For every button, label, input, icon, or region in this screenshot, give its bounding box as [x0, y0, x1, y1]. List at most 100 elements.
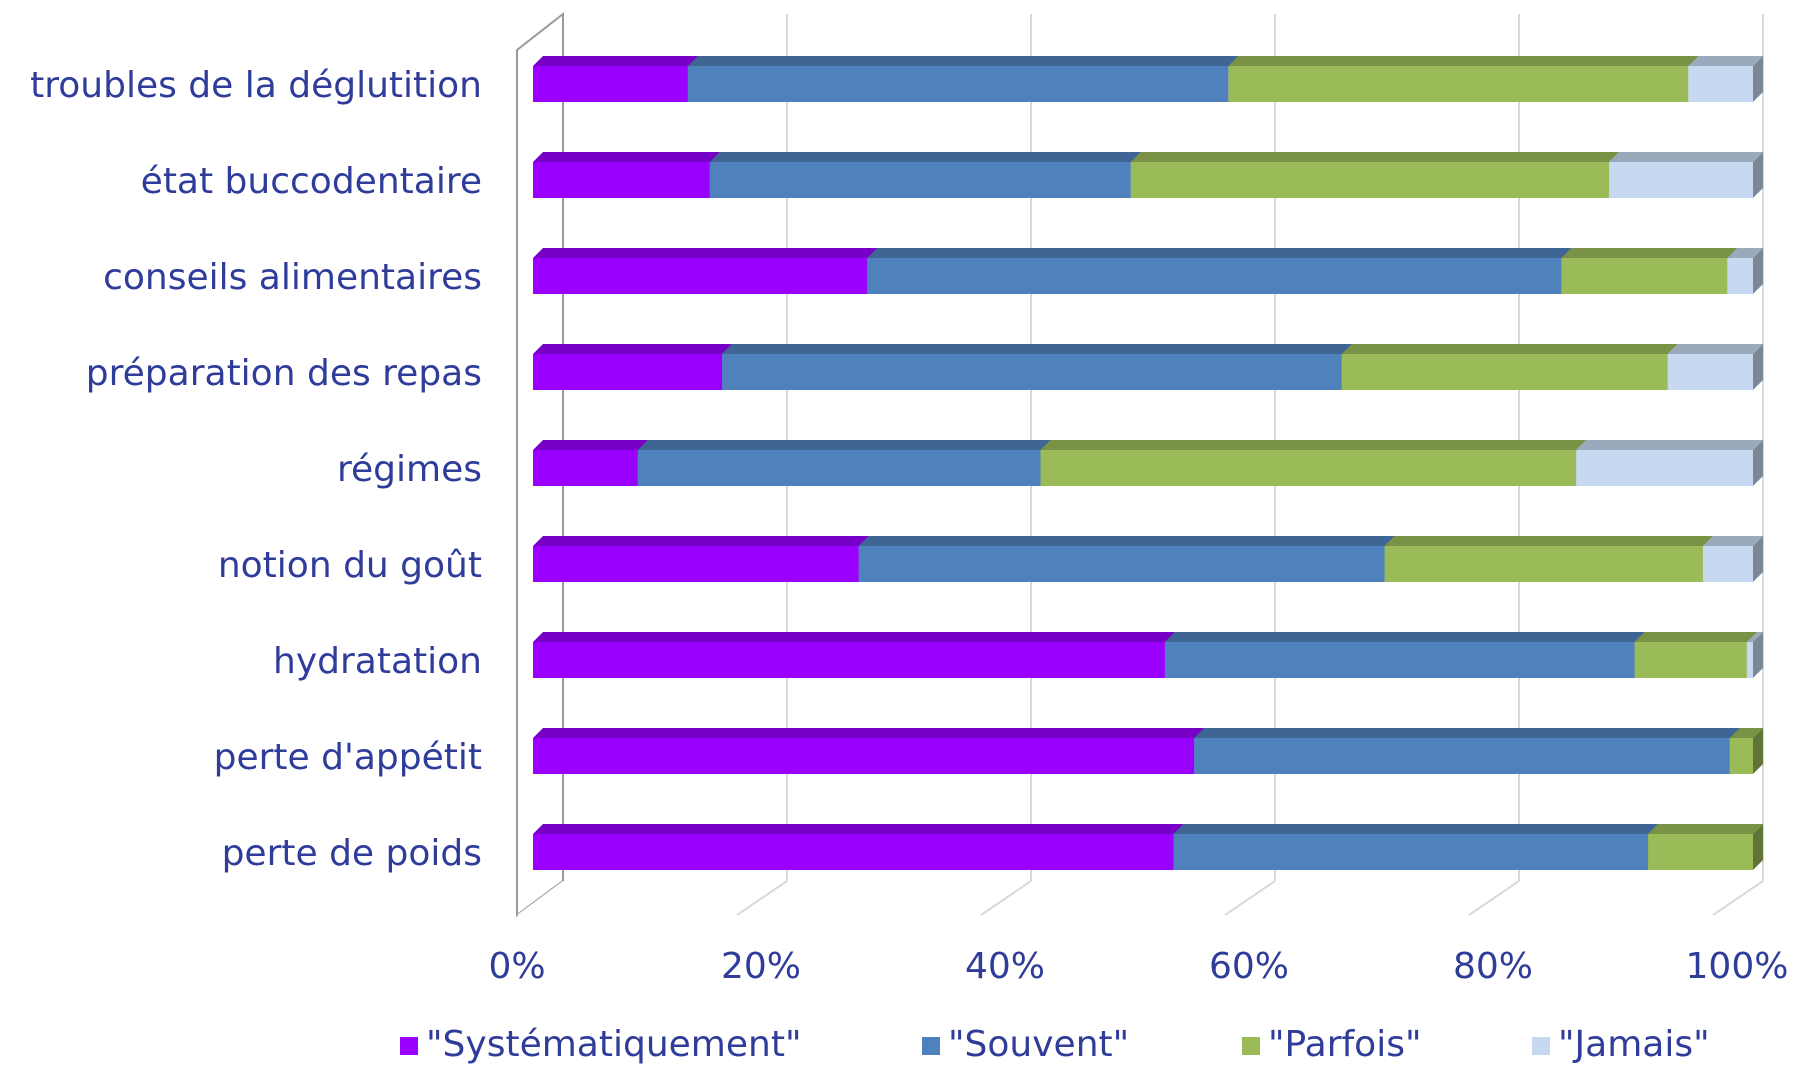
bar-segment: [1341, 354, 1668, 390]
bar-top-face: [1648, 824, 1763, 834]
bar-segment: [533, 546, 859, 582]
bar-row: [533, 344, 1763, 390]
bar-segment: [533, 354, 723, 390]
legend: "Systématiquement" "Souvent" "Parfois" "Jam…: [400, 1024, 1710, 1065]
bar-segment: [858, 546, 1385, 582]
bar-segment: [1688, 66, 1753, 102]
bar-segment: [1561, 258, 1728, 294]
bar-top-face: [533, 248, 878, 258]
bar-segment: [533, 834, 1174, 870]
category-labels: troubles de la déglutition état buccodent…: [30, 65, 482, 874]
bar-top-face: [858, 536, 1395, 546]
bar-row: [533, 440, 1763, 486]
category-label: perte de poids: [222, 833, 482, 874]
bar-top-face: [533, 56, 698, 66]
bar-segment: [637, 450, 1041, 486]
bar-row: [533, 248, 1763, 294]
category-label: préparation des repas: [86, 353, 482, 394]
bar-top-face: [687, 56, 1239, 66]
bar-segment: [1576, 450, 1753, 486]
bar-top-face: [722, 344, 1352, 354]
legend-label: "Jamais": [1558, 1024, 1710, 1065]
bar-top-face: [1164, 632, 1645, 642]
legend-item: "Parfois": [1242, 1024, 1422, 1065]
bar-segment: [1130, 162, 1610, 198]
bar-segment: [1667, 354, 1753, 390]
category-label: état buccodentaire: [141, 161, 482, 202]
gridline-floor: [1224, 880, 1276, 916]
bar-segment: [709, 162, 1131, 198]
bar-top-face: [533, 728, 1205, 738]
bar-segment: [1729, 738, 1753, 774]
legend-swatch: [400, 1037, 418, 1055]
legend-item: "Souvent": [922, 1024, 1129, 1065]
bar-side-face: [1753, 536, 1763, 582]
bar-top-face: [533, 152, 720, 162]
legend-swatch: [1532, 1037, 1550, 1055]
bar-top-face: [1040, 440, 1587, 450]
bar-side-face: [1753, 248, 1763, 294]
category-label: troubles de la déglutition: [30, 65, 482, 106]
bar-segment: [533, 162, 710, 198]
bar-side-face: [1753, 344, 1763, 390]
gridline-floor: [736, 880, 788, 916]
bar-segment: [722, 354, 1342, 390]
x-tick-label: 0%: [488, 946, 545, 987]
bar-segment: [687, 66, 1229, 102]
bar-side-face: [1753, 632, 1763, 678]
bar-segment: [1040, 450, 1577, 486]
bar-top-face: [533, 632, 1175, 642]
bar-side-face: [1753, 152, 1763, 198]
bar-row: [533, 632, 1763, 678]
legend-item: "Systématiquement": [400, 1024, 802, 1065]
bar-top-face: [1228, 56, 1699, 66]
bar-row: [533, 536, 1763, 582]
category-label: conseils alimentaires: [103, 257, 482, 298]
bar-segment: [1702, 546, 1753, 582]
bar-segment: [867, 258, 1562, 294]
bar-segment: [533, 642, 1165, 678]
bar-top-face: [1634, 632, 1757, 642]
bar-row: [533, 728, 1763, 774]
bar-side-face: [1753, 440, 1763, 486]
bar-top-face: [533, 824, 1184, 834]
bar-top-face: [1384, 536, 1713, 546]
legend-label: "Parfois": [1268, 1024, 1422, 1065]
x-tick-label: 40%: [965, 946, 1045, 987]
bar-segment: [1634, 642, 1747, 678]
bar-top-face: [1341, 344, 1678, 354]
bar-segment: [1648, 834, 1753, 870]
bar-segment: [1727, 258, 1753, 294]
floor-plane: [517, 881, 1793, 915]
legend-label: "Souvent": [948, 1024, 1129, 1065]
bar-side-face: [1753, 728, 1763, 774]
gridline-floor: [1712, 880, 1764, 916]
x-tick-label: 80%: [1453, 946, 1533, 987]
bar-top-face: [1609, 152, 1763, 162]
bar-segment: [1228, 66, 1689, 102]
bars: [533, 56, 1763, 870]
bar-row: [533, 56, 1763, 102]
bar-segment: [1173, 834, 1649, 870]
bar-segment: [1609, 162, 1753, 198]
bar-top-face: [1130, 152, 1620, 162]
gridline-floor: [1468, 880, 1520, 916]
x-tick-label: 60%: [1209, 946, 1289, 987]
x-tick-label: 20%: [721, 946, 801, 987]
bar-segment: [1194, 738, 1730, 774]
bar-top-face: [637, 440, 1051, 450]
bar-side-face: [1753, 56, 1763, 102]
gridline-floor: [980, 880, 1032, 916]
legend-swatch: [922, 1037, 940, 1055]
bar-segment: [533, 738, 1195, 774]
bar-top-face: [1667, 344, 1763, 354]
category-label: notion du goût: [218, 545, 482, 586]
bar-top-face: [867, 248, 1572, 258]
bar-side-face: [1753, 824, 1763, 870]
category-label: régimes: [337, 449, 482, 490]
bar-top-face: [1173, 824, 1659, 834]
x-tick-labels: 0% 20% 40% 60% 80% 100%: [488, 946, 1788, 987]
bar-top-face: [1746, 632, 1763, 642]
bar-row: [533, 152, 1763, 198]
